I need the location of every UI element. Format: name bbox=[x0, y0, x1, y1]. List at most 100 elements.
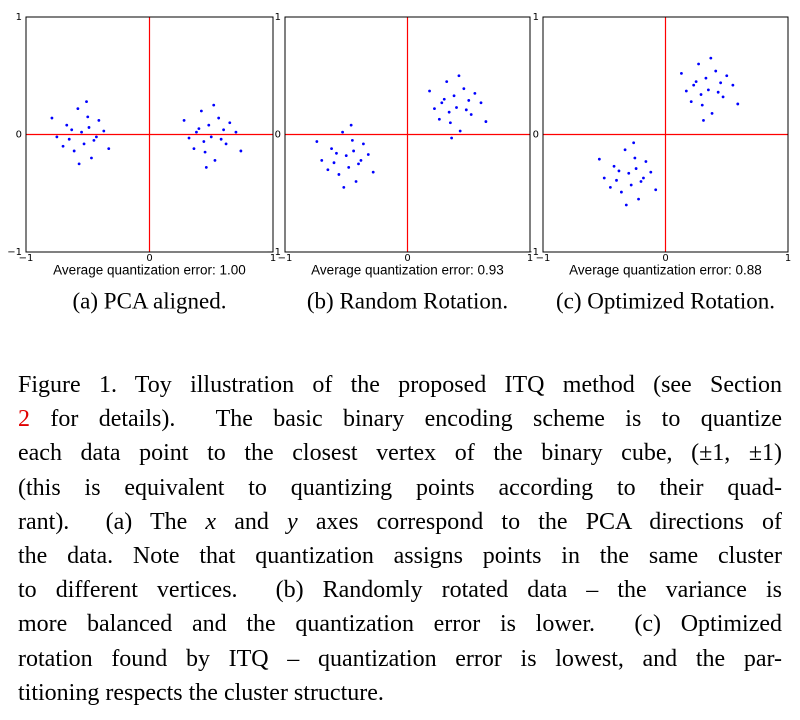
point bbox=[219, 137, 223, 141]
point bbox=[239, 149, 243, 153]
point bbox=[92, 138, 96, 142]
point bbox=[467, 99, 471, 102]
math: x bbox=[205, 508, 217, 535]
point bbox=[721, 95, 725, 99]
point bbox=[714, 69, 718, 73]
point bbox=[448, 121, 452, 125]
point bbox=[182, 119, 186, 122]
point bbox=[192, 147, 196, 151]
y-tick-label: 1 bbox=[16, 12, 22, 23]
point bbox=[326, 168, 330, 172]
x-tick-label: −1 bbox=[19, 253, 34, 264]
point bbox=[80, 130, 83, 134]
caption-text: titioning respects the cluster structure… bbox=[18, 679, 384, 706]
point bbox=[213, 158, 217, 162]
caption-line: 2 for details). The basic binary encodin… bbox=[18, 402, 782, 436]
point bbox=[479, 101, 483, 105]
point bbox=[689, 100, 693, 103]
point bbox=[433, 107, 436, 111]
point bbox=[702, 119, 705, 122]
point bbox=[347, 166, 351, 169]
point bbox=[634, 167, 638, 170]
caption-line: titioning respects the cluster structure… bbox=[18, 676, 782, 710]
caption: Figure 1. Toy illustration of the propos… bbox=[18, 368, 782, 710]
x-tick-label: 1 bbox=[527, 253, 533, 264]
point bbox=[442, 97, 446, 101]
x-tick-label: 1 bbox=[270, 253, 276, 264]
point bbox=[602, 176, 606, 180]
y-tick-label: −1 bbox=[266, 247, 281, 258]
x-tick-label: 0 bbox=[404, 253, 410, 264]
point bbox=[94, 135, 98, 139]
point bbox=[362, 142, 365, 146]
point bbox=[484, 120, 488, 123]
point bbox=[710, 111, 714, 115]
point bbox=[644, 160, 648, 163]
point bbox=[633, 156, 637, 160]
point bbox=[624, 203, 628, 207]
point bbox=[371, 170, 375, 174]
point bbox=[597, 157, 601, 161]
point bbox=[473, 91, 477, 95]
point bbox=[615, 178, 618, 182]
section-ref[interactable]: 2 bbox=[18, 406, 30, 433]
x-tick-label: 0 bbox=[146, 253, 152, 264]
point bbox=[357, 162, 360, 166]
caption-line: each data point to the closest vertex of… bbox=[18, 436, 782, 470]
point bbox=[55, 135, 59, 139]
x-axis-label: Average quantization error: 0.88 bbox=[569, 263, 762, 278]
point bbox=[222, 128, 226, 132]
plot-frame bbox=[284, 16, 531, 253]
point bbox=[202, 140, 206, 143]
point bbox=[86, 115, 90, 119]
point bbox=[639, 180, 643, 183]
math: (±1, ±1) bbox=[691, 440, 782, 467]
math: y bbox=[287, 508, 298, 535]
point bbox=[719, 81, 723, 85]
point bbox=[627, 171, 631, 175]
caption-text: axes correspond to the PCA directions of bbox=[297, 508, 782, 535]
caption-line: Figure 1. Toy illustration of the propos… bbox=[18, 368, 782, 402]
point bbox=[654, 188, 658, 192]
y-tick-label: −1 bbox=[524, 247, 539, 258]
point bbox=[612, 164, 616, 168]
point bbox=[731, 83, 735, 87]
subfigure-title: (b) Random Rotation. bbox=[307, 288, 508, 313]
point bbox=[716, 90, 720, 94]
point bbox=[642, 176, 645, 180]
point bbox=[85, 100, 88, 103]
point bbox=[72, 149, 76, 153]
plot-frame bbox=[542, 16, 789, 253]
point bbox=[228, 121, 232, 125]
point bbox=[352, 149, 355, 153]
y-tick-label: 0 bbox=[275, 130, 281, 141]
point bbox=[458, 129, 462, 133]
caption-line: rotation found by ITQ – quantization err… bbox=[18, 642, 782, 676]
x-axis-label: Average quantization error: 1.00 bbox=[53, 263, 246, 278]
point bbox=[50, 116, 54, 120]
point bbox=[623, 148, 627, 152]
point bbox=[445, 80, 449, 84]
point bbox=[450, 136, 453, 140]
caption-text: for details). The basic binary encoding … bbox=[30, 406, 782, 433]
point bbox=[608, 185, 612, 189]
point bbox=[617, 169, 621, 173]
caption-text: the data. Note that quantization assigns… bbox=[18, 542, 782, 569]
point bbox=[65, 123, 69, 127]
point bbox=[335, 151, 338, 155]
x-tick-label: −1 bbox=[536, 253, 551, 264]
caption-line: to different vertices. (b) Randomly rota… bbox=[18, 573, 782, 607]
point bbox=[87, 126, 91, 129]
caption-line: (this is equivalent to quantizing points… bbox=[18, 471, 782, 505]
point bbox=[359, 158, 363, 162]
point bbox=[90, 156, 93, 160]
point bbox=[694, 80, 698, 84]
caption-text: more balanced and the quantization error… bbox=[18, 611, 782, 638]
point bbox=[706, 88, 710, 92]
point bbox=[697, 62, 700, 66]
caption-text: Figure 1. Toy illustration of the propos… bbox=[18, 372, 782, 398]
point bbox=[187, 136, 191, 140]
point bbox=[217, 116, 221, 120]
